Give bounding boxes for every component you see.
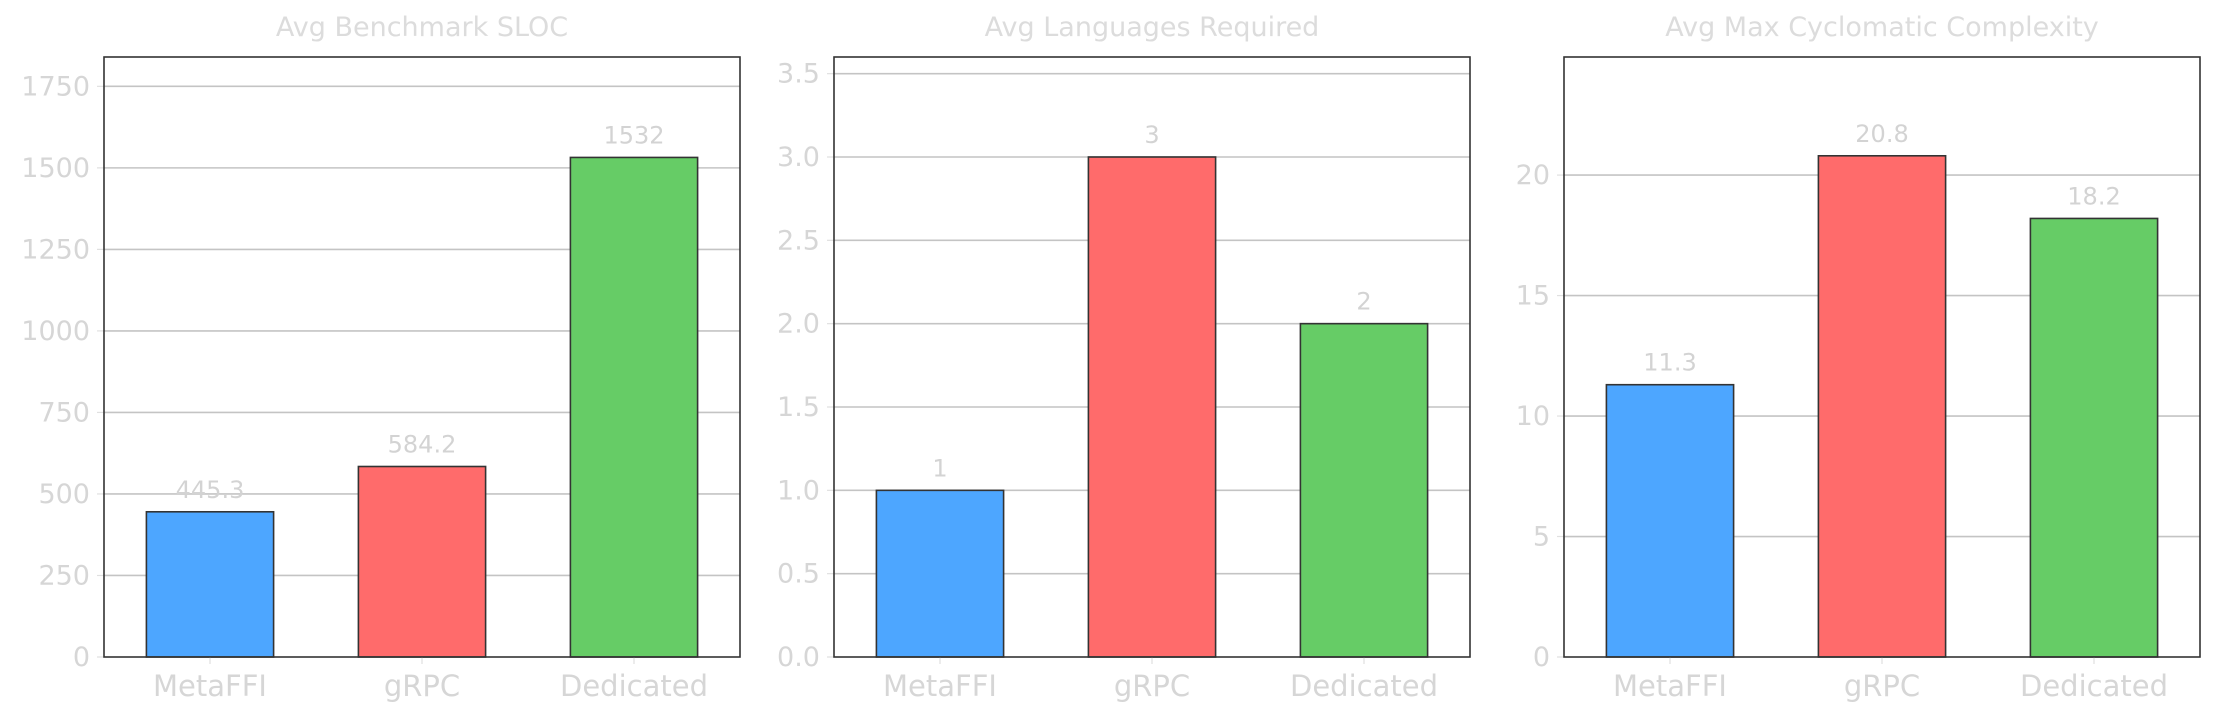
y-tick-label: 1000 [21, 316, 90, 347]
x-tick-label: gRPC [384, 669, 460, 703]
y-tick-label: 2.5 [777, 225, 820, 256]
chart-title: Avg Languages Required [985, 12, 1320, 43]
data-label: 584.2 [388, 431, 457, 459]
y-tick-label: 1750 [21, 71, 90, 102]
bar-dedicated [569, 156, 699, 658]
bar-metaffi [145, 510, 275, 658]
plot-frame [833, 56, 1471, 658]
data-label: 20.8 [1855, 120, 1908, 148]
x-tick-label: Dedicated [1290, 669, 1438, 703]
y-tick-label: 0.0 [777, 642, 820, 673]
y-tick-label: 750 [38, 397, 90, 428]
y-tick-label: 3.0 [777, 142, 820, 173]
y-tick-label: 15 [1516, 281, 1550, 312]
plot-frame [103, 56, 741, 658]
y-tick-label: 1250 [21, 234, 90, 265]
y-tick-label: 0 [73, 642, 90, 673]
bar-dedicated [2029, 217, 2159, 658]
bar-grpc [1087, 156, 1217, 658]
x-tick-label: gRPC [1844, 669, 1920, 703]
x-tick-label: MetaFFI [1613, 669, 1727, 703]
y-tick-label: 5 [1533, 522, 1550, 553]
data-label: 18.2 [2067, 182, 2120, 210]
y-tick-label: 2.0 [777, 309, 820, 340]
data-label: 11.3 [1643, 349, 1696, 377]
bar-grpc [1817, 154, 1947, 658]
chart-title: Avg Max Cyclomatic Complexity [1665, 12, 2099, 43]
x-tick-label: Dedicated [2020, 669, 2168, 703]
x-tick-label: Dedicated [560, 669, 708, 703]
y-tick-label: 0 [1533, 642, 1550, 673]
y-tick-label: 10 [1516, 401, 1550, 432]
y-tick-label: 20 [1516, 160, 1550, 191]
y-tick-label: 250 [38, 560, 90, 591]
bar-metaffi [1605, 383, 1735, 658]
bar-grpc [357, 465, 487, 658]
x-tick-label: gRPC [1114, 669, 1190, 703]
y-tick-label: 1.0 [777, 475, 820, 506]
bar-metaffi [875, 489, 1005, 658]
plot-frame [1563, 56, 2201, 658]
x-tick-label: MetaFFI [153, 669, 267, 703]
y-tick-label: 1500 [21, 153, 90, 184]
data-label: 1532 [603, 121, 664, 149]
data-label: 445.3 [176, 476, 245, 504]
chart-title: Avg Benchmark SLOC [276, 12, 568, 43]
bar-dedicated [1299, 322, 1429, 658]
data-label: 1 [932, 454, 947, 482]
y-tick-label: 1.5 [777, 392, 820, 423]
y-tick-label: 0.5 [777, 559, 820, 590]
data-label: 2 [1356, 288, 1371, 316]
y-tick-label: 3.5 [777, 59, 820, 90]
y-tick-label: 500 [38, 479, 90, 510]
x-tick-label: MetaFFI [883, 669, 997, 703]
data-label: 3 [1144, 121, 1159, 149]
